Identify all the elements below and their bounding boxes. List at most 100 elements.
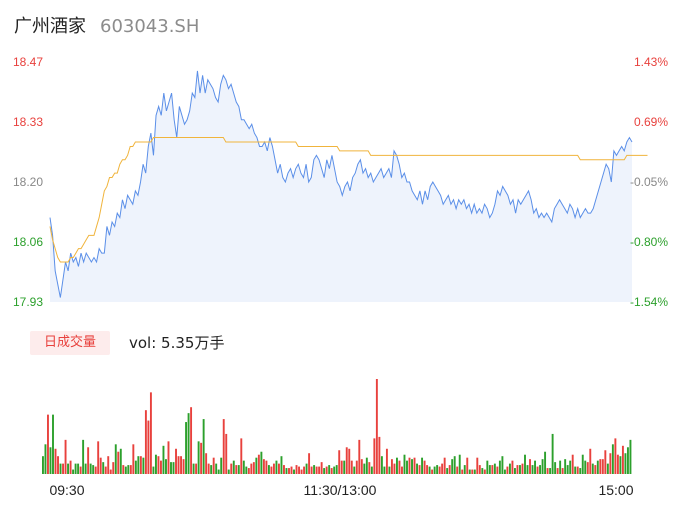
volume-bar	[99, 457, 102, 474]
volume-readout: vol: 5.35万手	[129, 331, 224, 355]
volume-bar	[122, 465, 125, 474]
volume-bar	[506, 466, 509, 474]
volume-bar	[330, 468, 333, 474]
time-tick-label: 11:30/13:00	[304, 482, 377, 498]
volume-bar	[373, 438, 376, 475]
volume-bar	[488, 465, 491, 474]
volume-bar	[579, 468, 582, 474]
volume-bar	[616, 454, 619, 474]
volume-bar	[390, 459, 393, 474]
volume-bar	[375, 379, 378, 474]
volume-bar	[421, 457, 424, 474]
volume-bar	[586, 462, 589, 475]
volume-bar	[222, 419, 225, 474]
volume-bar	[102, 462, 105, 475]
volume-bar	[295, 465, 298, 474]
percent-tick-label: -0.05%	[630, 175, 668, 189]
volume-bar	[476, 457, 479, 474]
volume-bar	[626, 447, 629, 474]
volume-prefix: vol:	[129, 334, 162, 352]
volume-bar	[380, 456, 383, 474]
volume-bar	[129, 465, 132, 474]
volume-bar	[338, 450, 341, 474]
volume-bar	[508, 463, 511, 474]
volume-bar	[544, 451, 547, 474]
time-axis-labels: 09:30 11:30/13:00 15:00	[49, 482, 633, 498]
volume-bar	[466, 457, 469, 474]
volume-bar	[368, 462, 371, 475]
volume-bar	[67, 463, 70, 474]
volume-bar	[388, 466, 391, 474]
volume-bar	[591, 463, 594, 474]
volume-bar	[446, 468, 449, 474]
volume-bar	[486, 460, 489, 474]
volume-bar	[401, 466, 403, 474]
volume-bar	[569, 460, 572, 474]
volume-bar	[49, 447, 52, 474]
price-tick-label: 18.33	[13, 115, 43, 129]
volume-bar	[411, 459, 413, 474]
volume-bar	[262, 459, 265, 474]
volume-bar	[426, 465, 429, 474]
volume-bar	[275, 460, 278, 474]
volume-bar	[278, 463, 280, 474]
volume-bar	[285, 468, 288, 474]
volume-bar	[348, 448, 351, 474]
volume-bar	[154, 454, 157, 474]
volume-bar	[619, 456, 622, 474]
volume-bar	[190, 407, 193, 474]
volume-bar	[398, 460, 401, 474]
volume-bar	[44, 444, 47, 474]
volume-bar	[584, 460, 587, 474]
volume-bar	[134, 460, 137, 474]
volume-bar	[451, 459, 454, 474]
volume-bar	[109, 469, 112, 474]
volume-bar	[358, 439, 361, 474]
volume-bar	[448, 465, 451, 474]
percent-axis-labels: 1.43% 0.69% -0.05% -0.80% -1.54%	[630, 55, 668, 309]
volume-bar	[431, 469, 434, 474]
price-tick-label: 18.06	[13, 235, 43, 249]
volume-bar	[303, 466, 306, 474]
volume-bar	[180, 456, 182, 474]
price-area-fill	[50, 70, 632, 302]
volume-bar	[629, 439, 632, 474]
volume-bar	[350, 460, 353, 474]
volume-bar	[333, 466, 336, 474]
volume-bar	[215, 463, 218, 474]
volume-bar	[152, 466, 155, 474]
average-price-line	[49, 137, 648, 263]
volume-bar	[177, 456, 180, 474]
volume-tab[interactable]: 日成交量	[30, 331, 110, 355]
volume-bar	[187, 413, 190, 474]
volume-bar	[59, 463, 62, 474]
volume-bar	[245, 466, 248, 474]
volume-bar	[456, 466, 459, 474]
volume-bar	[566, 465, 569, 474]
volume-bar	[441, 463, 444, 474]
stock-name: 广州酒家	[14, 16, 86, 37]
volume-bar	[104, 466, 107, 474]
volume-bar	[571, 454, 574, 474]
volume-bar	[536, 466, 539, 474]
volume-bar	[483, 469, 486, 474]
volume-bar	[82, 439, 85, 474]
volume-bar	[406, 460, 408, 474]
time-tick-label: 09:30	[49, 482, 84, 498]
volume-bar	[468, 469, 471, 474]
volume-bar	[195, 463, 198, 474]
volume-bar	[496, 466, 499, 474]
volume-bar	[147, 420, 150, 474]
volume-bar	[501, 456, 504, 474]
volume-bar	[365, 457, 368, 474]
volume-bar	[119, 448, 122, 474]
volume-bar	[556, 468, 559, 474]
volume-bar	[378, 436, 381, 474]
volume-bar	[54, 448, 57, 474]
volume-bar	[260, 451, 263, 474]
volume-bar	[310, 466, 313, 474]
volume-bar	[589, 448, 592, 474]
volume-bar	[202, 419, 205, 474]
volume-bar	[124, 466, 127, 474]
